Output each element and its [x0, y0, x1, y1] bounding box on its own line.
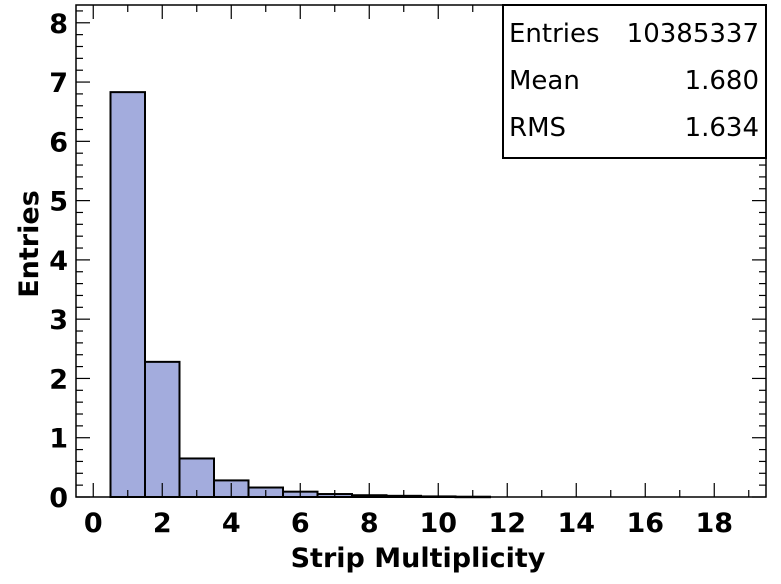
stats-mean-value: 1.680 — [685, 66, 759, 96]
y-tick-label: 0 — [49, 483, 68, 514]
y-tick-label: 4 — [49, 246, 68, 277]
x-tick-label: 16 — [626, 508, 664, 539]
y-tick-label: 8 — [49, 9, 68, 40]
stats-entries-value: 10385337 — [627, 19, 759, 49]
x-tick-label: 6 — [291, 508, 310, 539]
x-tick-label: 8 — [360, 508, 379, 539]
y-tick-label: 5 — [49, 187, 68, 218]
y-tick-label: 3 — [49, 305, 68, 336]
histogram-bars — [109, 91, 491, 499]
x-tick-label: 12 — [488, 508, 526, 539]
x-tick-label: 14 — [557, 508, 595, 539]
y-tick-labels: 0 1 2 3 4 5 6 7 8 — [49, 9, 68, 514]
x-tick-label: 0 — [84, 508, 103, 539]
x-axis-title: Strip Multiplicity — [291, 543, 546, 574]
x-tick-labels: 0 2 4 6 8 10 12 14 16 18 — [84, 508, 733, 539]
y-tick-label: 2 — [49, 364, 68, 395]
x-tick-label: 10 — [419, 508, 457, 539]
x-tick-label: 18 — [695, 508, 733, 539]
histogram-bin — [109, 91, 146, 498]
y-tick-label: 6 — [49, 127, 68, 158]
x-tick-label: 2 — [153, 508, 172, 539]
y-tick-label: 1 — [49, 424, 68, 455]
plot-frame — [75, 4, 767, 498]
stats-box: Entries 10385337 Mean 1.680 RMS 1.634 — [502, 4, 767, 159]
stats-box-frame — [502, 4, 767, 159]
stats-entries-label: Entries — [509, 19, 600, 49]
histogram-bin — [144, 360, 181, 499]
x-tick-label: 4 — [222, 508, 241, 539]
stats-rms-value: 1.634 — [685, 113, 759, 143]
y-axis-title: Entries — [14, 190, 45, 298]
stats-mean-label: Mean — [509, 66, 580, 96]
stats-rms-label: RMS — [509, 113, 566, 143]
y-tick-label: 7 — [49, 68, 68, 99]
